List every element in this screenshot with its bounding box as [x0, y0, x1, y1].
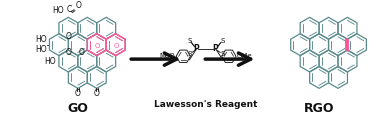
Text: HO: HO	[36, 45, 47, 54]
Text: O: O	[79, 48, 85, 57]
Text: S: S	[188, 38, 192, 44]
Text: O: O	[95, 43, 101, 49]
Text: S: S	[188, 51, 192, 57]
Text: P: P	[194, 44, 200, 53]
Text: P: P	[213, 44, 218, 53]
Text: HO: HO	[36, 35, 47, 44]
Text: S: S	[220, 51, 225, 57]
Text: OMe: OMe	[237, 53, 253, 59]
Text: HO: HO	[44, 57, 56, 65]
Text: HO: HO	[52, 6, 64, 15]
Text: O: O	[94, 89, 100, 98]
Text: Lawesson's Reagent: Lawesson's Reagent	[154, 100, 258, 109]
Text: O: O	[65, 48, 71, 57]
Text: O: O	[76, 1, 82, 10]
Text: O: O	[75, 89, 81, 98]
Text: RGO: RGO	[304, 102, 334, 115]
Text: O: O	[65, 32, 71, 41]
Text: O: O	[114, 43, 119, 49]
Text: GO: GO	[67, 102, 88, 115]
Text: MeO: MeO	[160, 53, 175, 59]
Text: C: C	[67, 4, 72, 14]
Text: S: S	[220, 38, 225, 44]
